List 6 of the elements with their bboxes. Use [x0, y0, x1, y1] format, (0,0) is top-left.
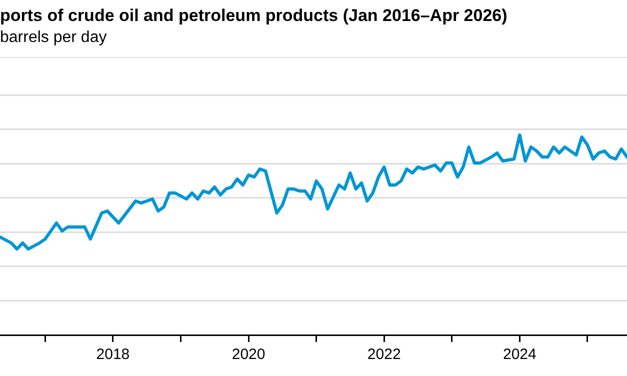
x-tick-label: 2018	[96, 346, 130, 364]
chart-subtitle: barrels per day	[0, 29, 107, 47]
chart-title: ports of crude oil and petroleum products (Jan 2016–Apr 2026)	[0, 6, 508, 26]
x-tick-label: 2020	[232, 346, 266, 364]
x-tick-label: 2024	[502, 346, 536, 364]
x-tick-label: 2022	[367, 346, 401, 364]
